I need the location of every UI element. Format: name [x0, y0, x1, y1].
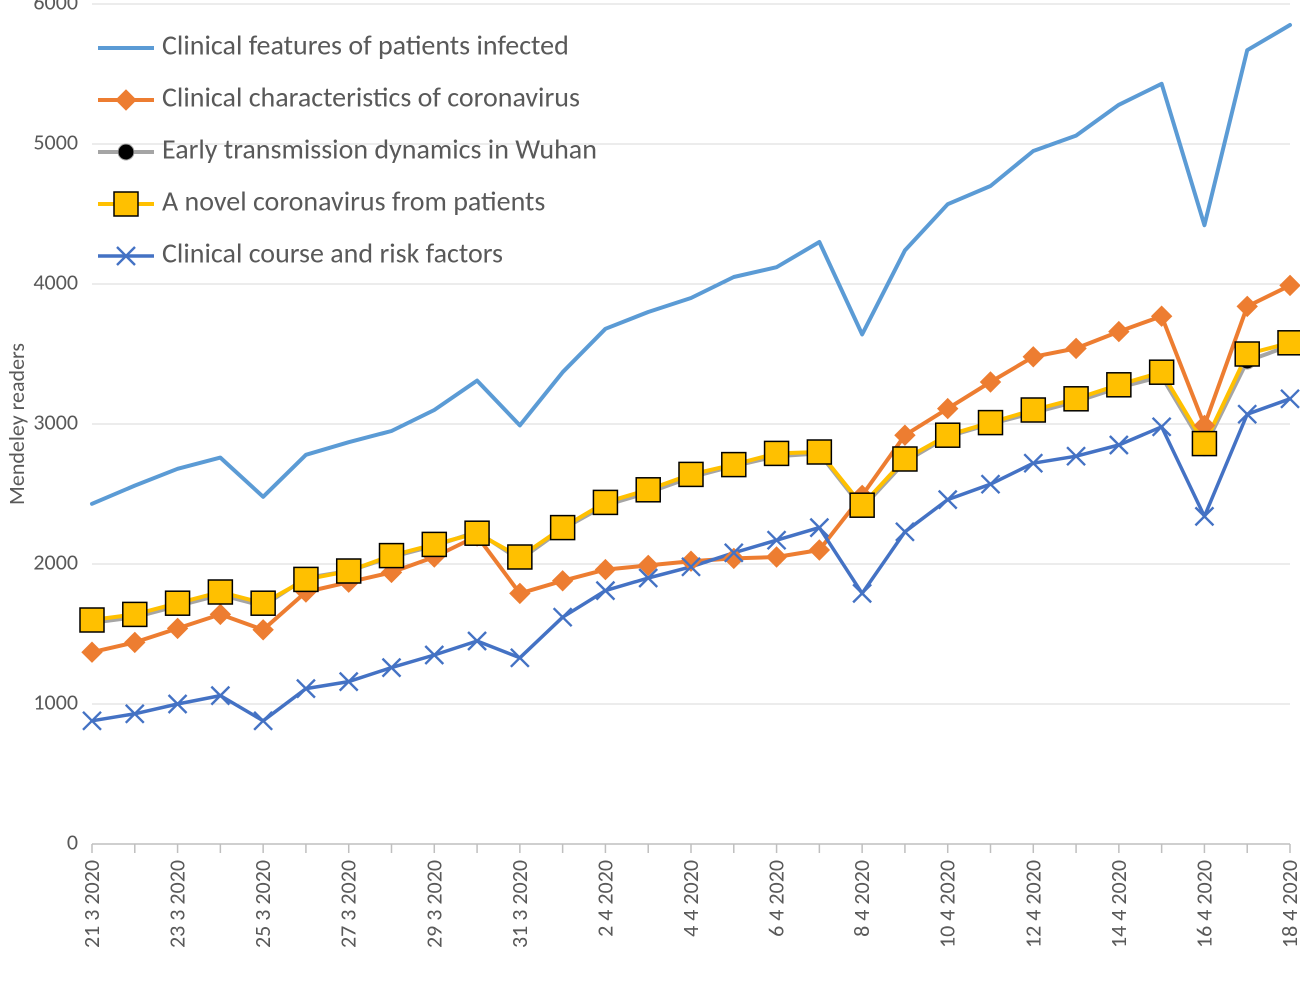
y-tick-label: 1000: [33, 688, 78, 715]
y-tick-label: 0: [67, 828, 78, 855]
x-tick-label: 23 3 2020: [164, 860, 191, 948]
x-tick-label: 16 4 2020: [1190, 860, 1217, 948]
x-tick-label: 29 3 2020: [420, 860, 447, 948]
x-tick-label: 31 3 2020: [506, 860, 533, 948]
y-tick-label: 6000: [33, 0, 78, 15]
y-tick-label: 2000: [33, 548, 78, 575]
y-tick-label: 4000: [33, 268, 78, 295]
x-tick-label: 25 3 2020: [249, 860, 276, 948]
x-tick-label: 8 4 2020: [848, 860, 875, 937]
x-tick-label: 2 4 2020: [591, 860, 618, 937]
y-tick-label: 3000: [33, 408, 78, 435]
legend-label: Clinical characteristics of coronavirus: [162, 80, 580, 115]
x-tick-label: 14 4 2020: [1105, 860, 1132, 948]
legend-label: A novel coronavirus from patients: [162, 184, 545, 219]
legend-label: Clinical features of patients infected: [162, 28, 569, 63]
legend-label: Clinical course and risk factors: [162, 236, 503, 271]
x-tick-label: 27 3 2020: [335, 860, 362, 948]
x-tick-label: 6 4 2020: [763, 860, 790, 937]
x-tick-label: 21 3 2020: [78, 860, 105, 948]
chart-svg: 0 1000 2000 3000 4000 5000 6000 21 3 2020 23 3 2…: [0, 0, 1300, 1001]
line-chart: 0 1000 2000 3000 4000 5000 6000 21 3 2020 23 3 2…: [0, 0, 1300, 1001]
x-tick-label: 18 4 2020: [1276, 860, 1300, 948]
x-tick-label: 10 4 2020: [934, 860, 961, 948]
y-axis-label: Mendeley readers: [3, 343, 30, 505]
legend-label: Early transmission dynamics in Wuhan: [162, 132, 597, 167]
x-tick-label: 4 4 2020: [677, 860, 704, 937]
y-tick-label: 5000: [33, 128, 78, 155]
x-tick-label: 12 4 2020: [1019, 860, 1046, 948]
